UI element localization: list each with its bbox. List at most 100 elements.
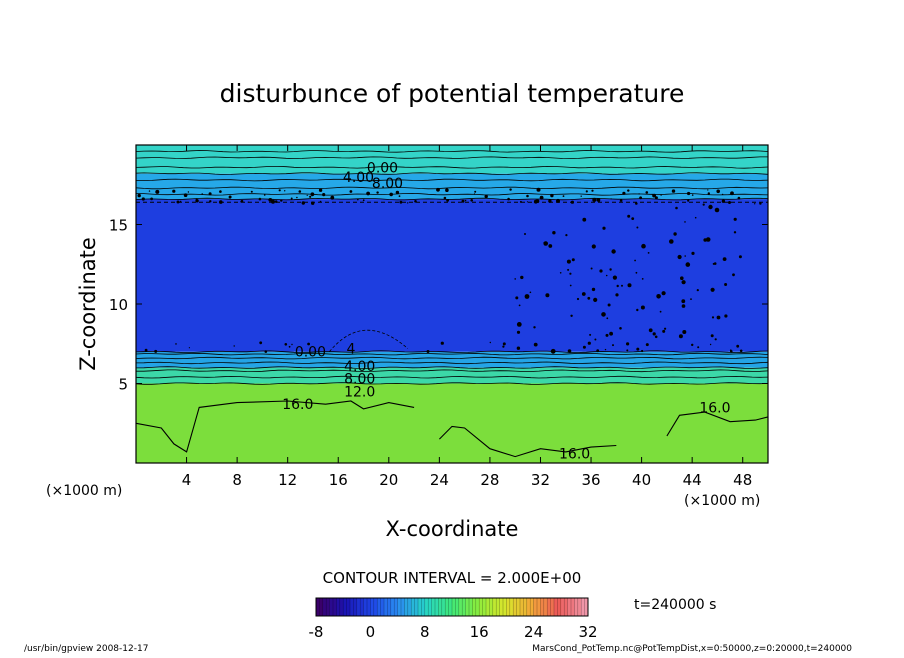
contour-label-6: 8.00 [344, 372, 375, 388]
x-tick-label: 8 [232, 471, 242, 489]
noise-dot [687, 191, 691, 196]
noise-dot [728, 201, 731, 204]
noise-dot [609, 331, 613, 336]
noise-dot [654, 335, 658, 339]
noise-dot [604, 348, 607, 351]
noise-dot [605, 274, 608, 277]
noise-dot [209, 200, 212, 203]
noise-dot [291, 343, 293, 346]
noise-dot [148, 190, 151, 192]
noise-dot [233, 345, 235, 347]
noise-dot [722, 257, 727, 261]
colorbar-tick-label: 0 [366, 623, 376, 641]
noise-dot [681, 304, 686, 308]
noise-dot [219, 200, 223, 204]
contour-interval-text: CONTOUR INTERVAL = 2.000E+00 [323, 569, 582, 587]
noise-dot [533, 342, 538, 347]
noise-dot [585, 190, 588, 193]
noise-dot [736, 344, 740, 348]
noise-dot [724, 283, 728, 286]
noise-dot [641, 349, 644, 353]
noise-dot [581, 292, 586, 296]
noise-dot [716, 189, 720, 194]
noise-dot [565, 234, 568, 237]
noise-dot [250, 190, 253, 193]
noise-dot [596, 349, 600, 353]
noise-dot [240, 199, 244, 203]
noise-dot [724, 314, 728, 318]
noise-dot [274, 200, 278, 203]
x-tick-label: 40 [632, 471, 651, 489]
noise-dot [626, 342, 630, 346]
noise-dot [640, 305, 645, 310]
noise-dot [691, 343, 694, 347]
noise-dot [707, 189, 709, 191]
noise-dot [443, 196, 447, 200]
noise-dot [154, 349, 158, 353]
noise-dot [516, 346, 521, 350]
noise-dot [571, 258, 575, 262]
noise-dot [288, 345, 291, 348]
noise-dot [609, 268, 612, 271]
noise-dot [264, 350, 268, 353]
colorbar-tick-label: 32 [578, 623, 597, 641]
time-text: t=240000 s [634, 597, 716, 613]
noise-dot [661, 291, 666, 296]
noise-dot [721, 193, 724, 196]
noise-dot [684, 221, 686, 223]
x-tick-label: 44 [683, 471, 702, 489]
contour-line-15 [136, 156, 768, 160]
contour-label-8: 16.0 [282, 397, 313, 413]
noise-dot [349, 190, 353, 193]
noise-dot [635, 271, 638, 274]
x-tick-label: 24 [430, 471, 449, 489]
noise-dot [591, 244, 596, 249]
noise-dot [612, 344, 614, 347]
noise-dot [703, 238, 707, 242]
noise-dot [622, 191, 626, 195]
noise-dot [733, 217, 737, 221]
contour-line-11 [136, 192, 768, 196]
noise-dot [559, 272, 562, 274]
noise-dot [652, 332, 656, 336]
contour-label-3: 0.00 [295, 345, 326, 361]
noise-dot [311, 201, 315, 205]
noise-dot [570, 314, 573, 317]
noise-dot [680, 276, 684, 281]
noise-dot [576, 297, 580, 301]
noise-dot [550, 348, 556, 354]
x-axis: 4 8 12 16 20 24 28 32 36 40 44 48 [182, 145, 752, 489]
noise-dot [539, 195, 544, 200]
noise-dot [446, 199, 449, 202]
noise-dot [280, 199, 283, 202]
contour-line-12 [136, 186, 768, 190]
contour-line-4 [136, 172, 768, 175]
noise-dot [691, 251, 695, 255]
contour-line-1 [136, 366, 768, 369]
contour-label-9: 16.0 [699, 400, 730, 416]
noise-dot [318, 188, 323, 192]
noise-dot [436, 187, 440, 192]
noise-dot [733, 231, 737, 234]
x-tick-label: 32 [531, 471, 550, 489]
noise-dot [687, 199, 690, 202]
noise-dot [322, 193, 326, 197]
noise-dot [188, 347, 190, 349]
noise-dot [150, 197, 154, 201]
noise-dot [660, 194, 662, 196]
noise-dot [737, 196, 741, 200]
noise-dot [696, 289, 699, 292]
contour-label-7: 12.0 [344, 384, 375, 400]
noise-dot [596, 198, 601, 202]
contour-16-line-1 [439, 425, 617, 458]
noise-dot [714, 338, 717, 341]
noise-dot [675, 206, 678, 210]
noise-dot [716, 315, 721, 320]
noise-dot [602, 226, 606, 230]
contour-line-13 [136, 178, 768, 182]
noise-dot [619, 199, 623, 202]
noise-dot [562, 195, 565, 198]
noise-dot [682, 330, 687, 334]
noise-dot [357, 198, 359, 201]
colorbar-tick-label: 16 [470, 623, 489, 641]
